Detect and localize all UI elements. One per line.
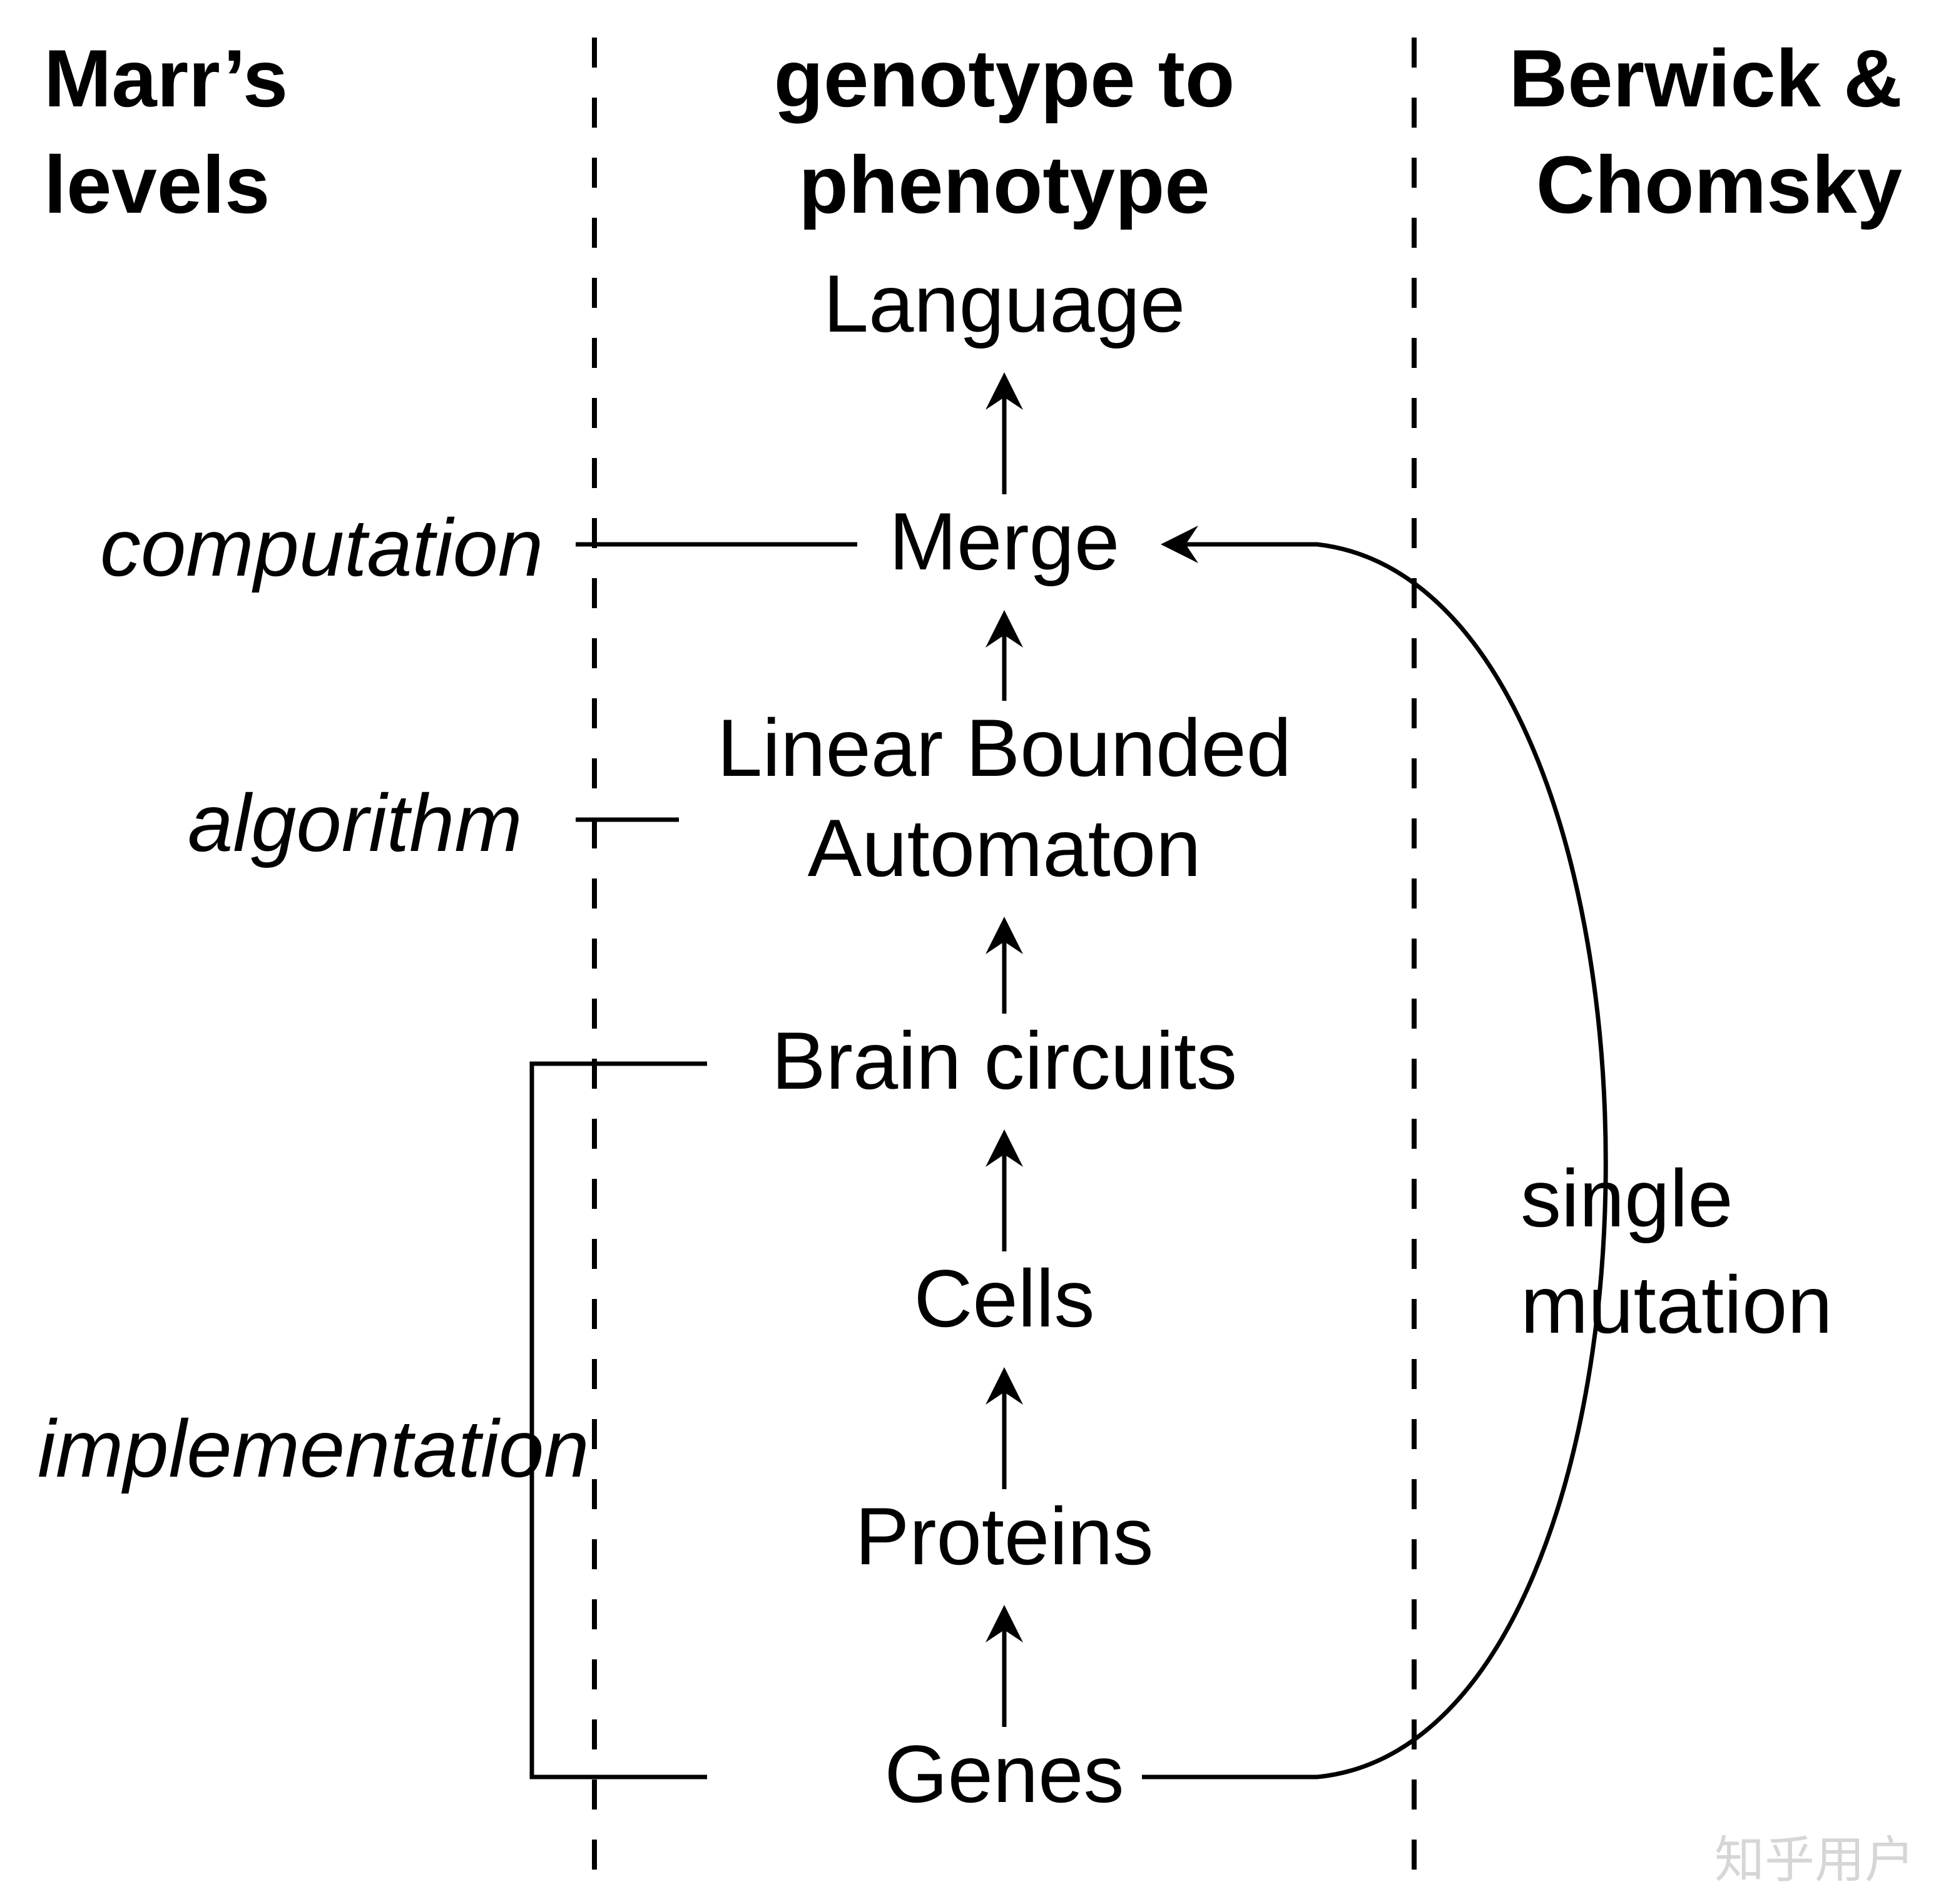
node-proteins: Proteins (855, 1490, 1154, 1582)
marr-label-implementation: implementation (38, 1403, 589, 1494)
label-single-mutation-0: single (1521, 1153, 1733, 1244)
node-brain: Brain circuits (772, 1015, 1237, 1106)
marr-label-computation: computation (100, 502, 543, 593)
watermark: 知乎用户 (1714, 1832, 1915, 1888)
heading-center-0: genotype to (774, 33, 1235, 124)
heading-right-1: Chomsky (1536, 139, 1902, 230)
node-cells: Cells (914, 1253, 1095, 1344)
heading-left-1: levels (44, 139, 270, 230)
node-language: Language (823, 258, 1185, 349)
node-genes: Genes (884, 1728, 1124, 1820)
node-lba2: Automaton (808, 802, 1201, 893)
marr-label-algorithm: algorithm (188, 777, 522, 868)
heading-left-0: Marr’s (44, 33, 288, 124)
node-lba1: Linear Bounded (717, 702, 1291, 793)
heading-center-1: phenotype (798, 139, 1210, 230)
heading-right-0: Berwick & (1509, 33, 1902, 124)
node-merge: Merge (889, 496, 1119, 587)
label-single-mutation-1: mutation (1521, 1259, 1833, 1350)
diagram-root: Marr’s levels genotype to phenotype Berwick … (0, 0, 1951, 1904)
